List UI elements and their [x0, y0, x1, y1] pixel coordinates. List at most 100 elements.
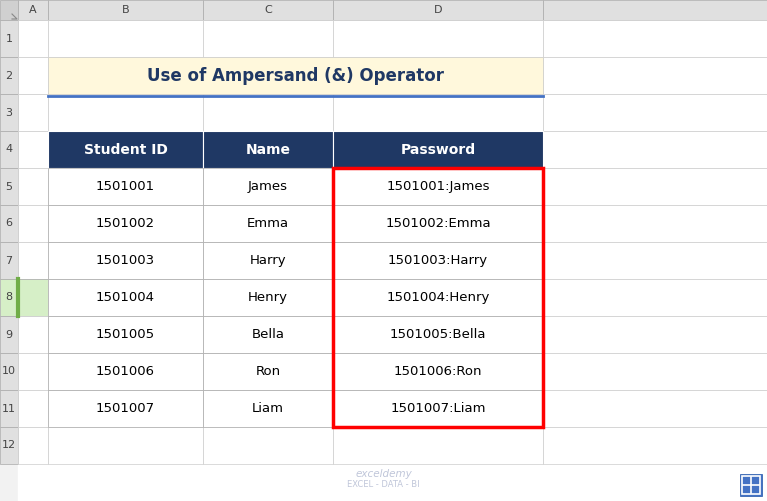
Text: Henry: Henry: [248, 291, 288, 304]
Bar: [203, 57, 333, 94]
Bar: [48, 57, 543, 94]
Bar: [203, 94, 333, 131]
Bar: [203, 242, 333, 279]
Bar: [18, 131, 48, 168]
Bar: [333, 242, 543, 279]
Bar: [543, 427, 767, 464]
Bar: [48, 390, 203, 427]
Text: 1501006:Ron: 1501006:Ron: [393, 365, 482, 378]
Text: 6: 6: [5, 218, 12, 228]
Bar: [203, 316, 333, 353]
Bar: [18, 168, 48, 205]
Bar: [0, 353, 18, 390]
Bar: [48, 427, 203, 464]
Bar: [48, 131, 203, 168]
Bar: [333, 242, 543, 279]
Bar: [203, 390, 333, 427]
Text: 1501001: 1501001: [96, 180, 155, 193]
Bar: [0, 205, 18, 242]
Text: Name: Name: [245, 142, 291, 156]
Text: 1501007: 1501007: [96, 402, 155, 415]
Bar: [18, 0, 48, 20]
Bar: [333, 316, 543, 353]
Text: Harry: Harry: [250, 254, 286, 267]
Bar: [48, 205, 203, 242]
Bar: [48, 279, 203, 316]
Bar: [48, 205, 203, 242]
Bar: [48, 279, 203, 316]
Bar: [203, 168, 333, 205]
Bar: [48, 353, 203, 390]
Bar: [48, 390, 203, 427]
Bar: [740, 474, 762, 496]
Bar: [203, 131, 333, 168]
Text: 4: 4: [5, 144, 12, 154]
Bar: [18, 205, 48, 242]
Bar: [543, 131, 767, 168]
Bar: [333, 390, 543, 427]
Bar: [333, 168, 543, 427]
Bar: [48, 353, 203, 390]
Text: A: A: [29, 5, 37, 15]
Bar: [18, 57, 48, 94]
Bar: [543, 20, 767, 57]
Bar: [333, 427, 543, 464]
Bar: [203, 242, 333, 279]
Text: Liam: Liam: [252, 402, 284, 415]
Bar: [0, 0, 18, 20]
Text: Bella: Bella: [252, 328, 285, 341]
Bar: [203, 390, 333, 427]
Text: 1501007:Liam: 1501007:Liam: [390, 402, 486, 415]
Text: D: D: [434, 5, 443, 15]
Text: EXCEL - DATA - BI: EXCEL - DATA - BI: [347, 480, 420, 489]
Text: 9: 9: [5, 330, 12, 340]
Bar: [543, 205, 767, 242]
Bar: [543, 168, 767, 205]
Bar: [18, 94, 48, 131]
Bar: [48, 316, 203, 353]
Bar: [203, 353, 333, 390]
Bar: [0, 168, 18, 205]
Bar: [203, 0, 333, 20]
Text: 1501002: 1501002: [96, 217, 155, 230]
Text: 5: 5: [5, 181, 12, 191]
Text: 3: 3: [5, 108, 12, 118]
Bar: [48, 20, 203, 57]
Bar: [333, 353, 543, 390]
Bar: [18, 279, 48, 316]
Bar: [203, 20, 333, 57]
Text: Password: Password: [400, 142, 476, 156]
Bar: [543, 316, 767, 353]
Bar: [48, 131, 203, 168]
Text: Emma: Emma: [247, 217, 289, 230]
Bar: [48, 242, 203, 279]
Bar: [0, 390, 18, 427]
Bar: [0, 20, 18, 57]
Bar: [0, 427, 18, 464]
Text: 2: 2: [5, 71, 12, 81]
Bar: [543, 279, 767, 316]
Bar: [333, 20, 543, 57]
Text: C: C: [264, 5, 272, 15]
Bar: [48, 94, 203, 131]
Bar: [203, 205, 333, 242]
Bar: [203, 353, 333, 390]
Bar: [18, 316, 48, 353]
Bar: [0, 131, 18, 168]
Bar: [333, 279, 543, 316]
Text: 1501003:Harry: 1501003:Harry: [388, 254, 488, 267]
Bar: [203, 279, 333, 316]
Bar: [203, 279, 333, 316]
Bar: [0, 57, 18, 94]
Bar: [18, 390, 48, 427]
Bar: [333, 390, 543, 427]
Bar: [203, 205, 333, 242]
Text: 1501005:Bella: 1501005:Bella: [390, 328, 486, 341]
Text: 1501005: 1501005: [96, 328, 155, 341]
Bar: [18, 427, 48, 464]
Bar: [333, 316, 543, 353]
Bar: [333, 94, 543, 131]
Bar: [543, 242, 767, 279]
Bar: [48, 0, 203, 20]
Bar: [333, 205, 543, 242]
